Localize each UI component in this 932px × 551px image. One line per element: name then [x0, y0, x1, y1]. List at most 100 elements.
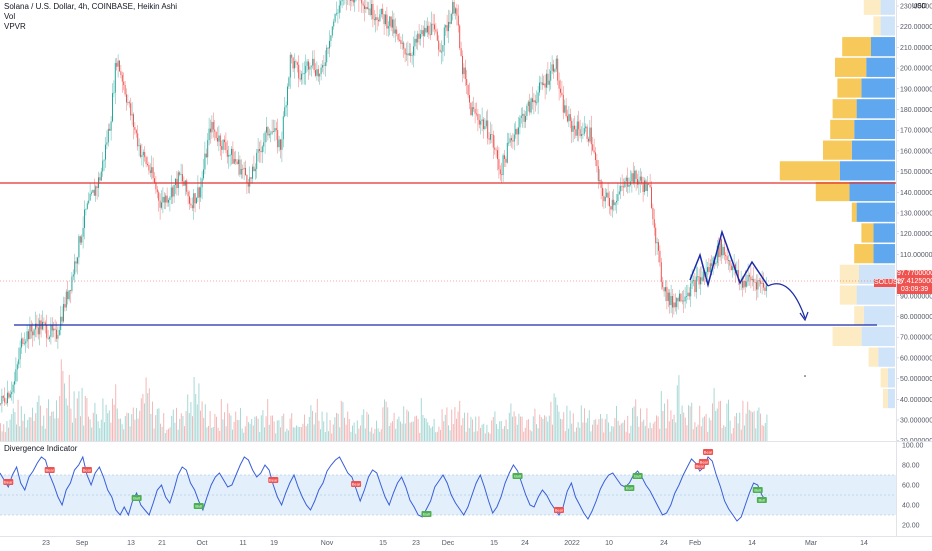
- candle-body: [20, 348, 21, 360]
- candle-body: [536, 102, 537, 103]
- price-tick-label: 70.00000000: [900, 335, 932, 342]
- projection-arrow[interactable]: [768, 284, 805, 318]
- candle-body: [573, 126, 574, 132]
- bull-label[interactable]: Bull: [753, 487, 763, 493]
- volume-bar: [538, 428, 539, 441]
- bull-label[interactable]: Bull: [513, 473, 523, 479]
- candle-body: [468, 85, 469, 95]
- volume-bar: [360, 426, 361, 441]
- volume-bar: [619, 425, 620, 441]
- candle-body: [560, 89, 561, 93]
- volume-bar: [258, 419, 259, 441]
- osc-legend[interactable]: Divergence Indicator: [4, 444, 77, 454]
- volume-bar: [733, 428, 734, 441]
- volume-bar: [166, 430, 167, 441]
- candle-body: [440, 50, 441, 52]
- candle-body: [109, 129, 110, 131]
- candle-body: [668, 293, 669, 301]
- bull-label[interactable]: Bull: [421, 511, 431, 517]
- price-tick-label: 50.00000000: [900, 376, 932, 383]
- volume-bar: [741, 430, 742, 441]
- volume-bar: [710, 420, 711, 441]
- volume-bar: [152, 402, 153, 441]
- volume-bar: [699, 406, 700, 441]
- volume-bar: [752, 412, 753, 441]
- time-label: 15: [379, 540, 387, 547]
- candle-body: [469, 95, 470, 102]
- countdown-tag: 03:09:39: [897, 286, 932, 294]
- volume-bar: [432, 426, 433, 441]
- candle-body: [392, 19, 393, 27]
- main-price-chart[interactable]: 230.00000000220.00000000210.00000000200.…: [0, 0, 932, 441]
- bear-label[interactable]: Bear: [82, 467, 92, 473]
- candle-body: [570, 114, 571, 121]
- candle-body: [237, 162, 238, 164]
- candle-body: [472, 107, 473, 115]
- volume-bar: [128, 413, 129, 441]
- volume-bar: [381, 429, 382, 441]
- candle-body: [445, 25, 446, 27]
- bull-label[interactable]: Bull: [132, 495, 142, 501]
- volume-bar: [232, 430, 233, 441]
- volume-bar: [438, 427, 439, 441]
- candle-body: [204, 154, 205, 170]
- bear-label[interactable]: Bear: [351, 481, 361, 487]
- candle-body: [55, 329, 56, 330]
- candle-body: [438, 41, 439, 50]
- vpvr-down-bar: [861, 223, 873, 242]
- bull-label[interactable]: Bull: [194, 503, 204, 509]
- candle-body: [322, 65, 323, 67]
- volume-bar: [406, 410, 407, 441]
- candle-body: [766, 286, 767, 291]
- volume-bar: [434, 419, 435, 441]
- volume-bar: [554, 393, 555, 441]
- candle-body: [455, 8, 456, 13]
- candle-body: [757, 280, 758, 289]
- volume-bar: [413, 422, 414, 441]
- candle-body: [206, 154, 207, 158]
- volume-bar: [720, 401, 721, 441]
- volume-bar: [440, 430, 441, 441]
- candle-body: [134, 127, 135, 130]
- vol-legend[interactable]: Vol: [4, 12, 15, 22]
- volume-bar: [336, 413, 337, 441]
- candle-body: [323, 65, 324, 66]
- vpvr-down-bar: [833, 99, 857, 118]
- vpvr-up-bar: [861, 327, 895, 346]
- volume-bar: [323, 421, 324, 441]
- vpvr-down-bar: [881, 368, 888, 387]
- volume-bar: [389, 426, 390, 441]
- candle-body: [220, 136, 221, 147]
- volume-bar: [541, 417, 542, 441]
- candle-body: [645, 180, 646, 191]
- volume-bar: [134, 420, 135, 441]
- volume-bar: [378, 428, 379, 441]
- bear-label[interactable]: Bear: [699, 459, 709, 465]
- volume-bar: [648, 428, 649, 441]
- bear-label[interactable]: Bear: [268, 477, 278, 483]
- volume-bar: [283, 414, 284, 441]
- volume-bar: [509, 413, 510, 441]
- vpvr-legend[interactable]: VPVR: [4, 22, 26, 32]
- volume-bar: [114, 405, 115, 441]
- volume-bar: [141, 398, 142, 441]
- bear-label[interactable]: Bear: [45, 467, 55, 473]
- bull-label[interactable]: Bull: [757, 497, 767, 503]
- volume-bar: [50, 416, 51, 441]
- candle-body: [580, 129, 581, 136]
- volume-bar: [250, 424, 251, 441]
- bull-label[interactable]: Bull: [633, 473, 643, 479]
- candle-body: [556, 59, 557, 70]
- vpvr-up-bar: [861, 78, 895, 97]
- bull-label[interactable]: Bull: [624, 485, 634, 491]
- bear-label[interactable]: Bear: [3, 479, 13, 485]
- bear-label[interactable]: Bear: [554, 507, 564, 513]
- candle-body: [178, 172, 179, 188]
- candle-body: [447, 25, 448, 31]
- candle-body: [302, 73, 303, 74]
- time-label: Sep: [76, 540, 88, 547]
- bear-label[interactable]: Bear: [703, 449, 713, 455]
- symbol-legend[interactable]: Solana / U.S. Dollar, 4h, COINBASE, Heik…: [4, 2, 177, 12]
